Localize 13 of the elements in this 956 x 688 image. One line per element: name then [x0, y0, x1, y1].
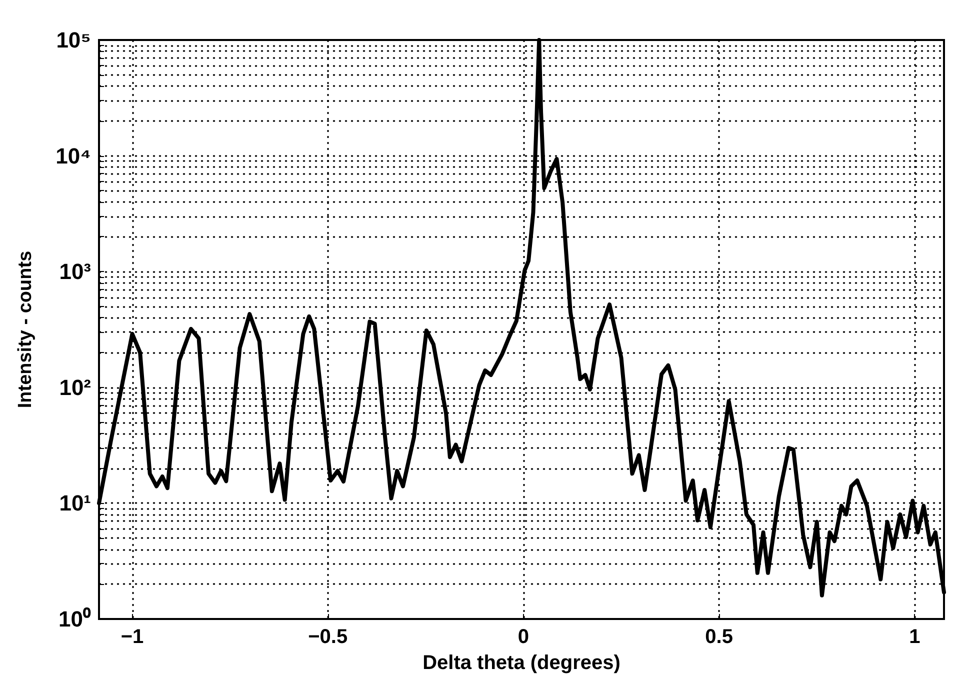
y-tick-label: 10⁰ [58, 606, 91, 632]
x-tick-label: 0.5 [705, 626, 733, 648]
y-tick-label: 10¹ [59, 490, 91, 516]
x-tick-label: 0 [518, 626, 530, 648]
y-tick-label: 10⁵ [56, 28, 91, 52]
x-tick-label: −0.5 [308, 626, 348, 648]
y-tick-label: 10³ [59, 259, 91, 284]
y-axis-title: Intensity - counts [15, 250, 36, 408]
y-tick-label: 10² [59, 374, 91, 400]
x-tick-label: −1 [120, 626, 144, 648]
y-tick-label: 10⁴ [56, 143, 91, 168]
x-axis-title: Delta theta (degrees) [422, 652, 620, 674]
x-tick-label: 1 [909, 626, 920, 648]
